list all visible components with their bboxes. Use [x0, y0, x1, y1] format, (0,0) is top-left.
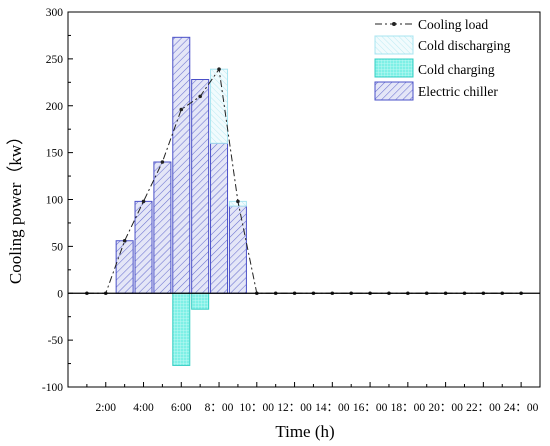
y-tick-label: 50: [52, 241, 64, 253]
x-tick-label: 10：00: [240, 402, 275, 414]
legend-swatch-electric-chiller: [374, 81, 414, 101]
bar-electric-chiller: [210, 142, 229, 294]
bar-electric-chiller: [191, 79, 210, 294]
bar-cold-charging: [191, 292, 210, 310]
bar-cold-discharging: [210, 68, 229, 144]
legend: Cooling load Cold discharging Cold charg…: [374, 17, 511, 101]
x-tick-label: 16：00: [353, 402, 388, 414]
cooling-load-point: [198, 94, 202, 99]
x-axis-label: Time (h): [275, 422, 334, 441]
bar-cold-charging: [172, 292, 191, 366]
bar-electric-chiller: [134, 200, 153, 294]
y-tick-label: -100: [42, 382, 63, 394]
x-tick-label: 22：00: [466, 402, 501, 414]
x-tick-label: 6:00: [171, 402, 192, 414]
x-tick-label: 14：00: [315, 402, 350, 414]
bar-electric-chiller: [153, 161, 172, 294]
y-tick-label: 0: [57, 288, 63, 300]
legend-swatch-cold-discharging: [374, 35, 414, 55]
y-tick-label: 250: [46, 54, 64, 66]
bars-layer: [115, 36, 247, 366]
legend-label-cold-discharging: Cold discharging: [418, 38, 511, 53]
x-tick-label: 12：00: [277, 402, 312, 414]
x-tick-label: 4:00: [133, 402, 154, 414]
y-tick-label: 300: [46, 7, 64, 19]
cooling-load-point: [141, 199, 146, 204]
x-tick-label: 18：00: [391, 402, 426, 414]
legend-label-electric-chiller: Electric chiller: [418, 84, 498, 99]
x-tick-label: 20：00: [428, 402, 463, 414]
y-tick-label: 100: [46, 195, 64, 207]
y-tick-label: -50: [48, 335, 64, 347]
legend-label-cold-charging: Cold charging: [418, 62, 495, 77]
cooling-load-point: [160, 160, 165, 164]
axes: -100 -50 0 50 100 150 200 250 300 2:00 4:00 6:00 8：0…: [42, 7, 540, 414]
y-tick-label: 150: [46, 148, 64, 160]
cooling-load-point: [179, 107, 184, 112]
cooling-load-point: [122, 238, 127, 243]
bar-electric-chiller: [172, 36, 191, 294]
bar-electric-chiller: [228, 205, 247, 294]
cooling-load-point: [236, 199, 240, 204]
bar-electric-chiller: [115, 240, 134, 294]
x-tick-label: 24：00: [504, 402, 539, 414]
cooling-load-point: [217, 67, 221, 71]
x-tick-label: 8：00: [205, 402, 234, 414]
legend-marker-cooling-load: [392, 22, 396, 26]
x-tick-label: 2:00: [96, 402, 117, 414]
legend-label-cooling-load: Cooling load: [418, 17, 488, 32]
y-axis-label: Cooling power（kw）: [6, 128, 25, 284]
y-tick-label: 200: [46, 101, 64, 113]
legend-swatch-cold-charging: [374, 58, 414, 78]
